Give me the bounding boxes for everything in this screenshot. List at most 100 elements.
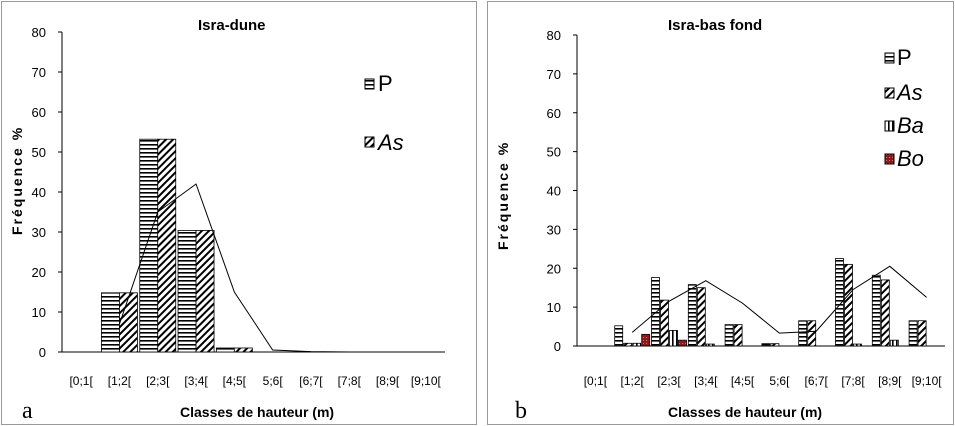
x-tick-label: [3;4[ [184,374,208,388]
x-tick-label: [1;2[ [621,374,645,388]
x-tick-label: [4;5[ [223,374,247,388]
bar-b-as-6 [807,320,817,347]
y-tick-label: 60 [547,106,561,121]
bar-b-p-2 [651,277,660,347]
y-tick-label: 30 [547,222,561,237]
x-tick-label: [2;3[ [657,374,681,388]
bar-b-as-5 [770,343,780,347]
panel-a-legend: P As [364,71,404,155]
bar-b-p-4 [724,324,734,347]
legend-b-swatch-bo [884,153,895,165]
bar-b-as-2 [660,299,669,347]
bar-b-p-8 [871,274,881,347]
bar-b-ba-8 [889,339,899,347]
y-tick-label: 80 [32,25,46,40]
panel-a-border [1,1,477,425]
bar-b-bo-2 [678,339,687,347]
bar-b-as-1 [623,342,633,347]
bar-b-p-9 [908,320,918,347]
panel-b-legend: P As Ba Bo [884,45,924,171]
legend-a-swatch-p [364,78,375,90]
y-tick-label: 10 [32,305,46,320]
x-tick-label: [4;5[ [731,374,755,388]
panel-a: Isra-dune 0 10 20 30 40 50 60 70 80 [0;1[ [1;2[ [2;… [1,1,477,425]
y-tick-label: 60 [32,105,46,120]
legend-a-label-p: P [378,71,393,96]
bar-b-p-6 [798,320,808,347]
x-tick-label: [9;10[ [912,374,943,388]
x-tick-label: [7;8[ [338,374,362,388]
bar-a-p-3 [177,229,197,353]
panel-a-letter: a [22,398,33,424]
legend-a-item-as: As [364,130,404,155]
y-tick-label: 40 [32,185,46,200]
bar-b-as-7 [844,263,853,347]
y-tick-label: 0 [554,339,561,354]
y-tick-label: 20 [32,265,46,280]
panel-b-title: Isra-bas fond [668,17,762,34]
panel-b-border [487,1,954,425]
x-tick-label: [1;2[ [108,374,132,388]
y-tick-label: 80 [547,28,561,43]
bar-a-as-1 [119,292,138,353]
x-tick-label: [8;9[ [878,374,902,388]
y-tick-label: 30 [32,225,46,240]
bar-a-p-2 [139,138,159,353]
y-tick-label: 10 [547,300,561,315]
bar-b-as-3 [696,287,706,347]
bar-b-bo-1 [641,333,651,347]
y-tick-label: 50 [547,145,561,160]
x-tick-label: [6;7[ [299,374,323,388]
bar-a-p-4 [215,347,235,353]
legend-b-label-p: P [897,45,912,70]
y-tick-label: 70 [547,67,561,82]
bar-a-p-1 [101,292,120,353]
panel-b-ylabel: Fréquence % [495,141,511,250]
bar-b-p-7 [835,258,844,347]
legend-a-item-p: P [364,71,393,96]
x-tick-label: [0;1[ [69,374,93,388]
legend-b-item-as: As [884,80,923,105]
x-tick-label: [8;9[ [376,374,400,388]
legend-b-item-bo: Bo [884,146,924,171]
x-tick-label: [6;7[ [805,374,829,388]
bar-a-as-4 [233,347,253,353]
legend-b-swatch-p [884,52,895,64]
bar-b-ba-1 [632,342,642,347]
y-tick-label: 20 [547,261,561,276]
legend-b-swatch-ba [884,120,895,132]
bar-b-ba-3 [705,343,715,347]
panel-a-plot: 0 10 20 30 40 50 60 70 80 [0;1[ [1;2[ [2;3[ [3;4[ [4;… [32,25,445,388]
legend-b-item-p: P [884,45,912,70]
bar-b-ba-2 [669,330,678,347]
legend-a-swatch-as [364,136,375,148]
x-tick-label: [2;3[ [146,374,170,388]
y-tick-label: 0 [39,345,46,360]
y-tick-label: 50 [32,145,46,160]
x-tick-label: [7;8[ [841,374,865,388]
panel-b-plot: 0 10 20 30 40 50 60 70 80 [0;1[ [1;2[ [2;3[ [3;4[ [4;… [547,28,945,388]
x-tick-label: [3;4[ [694,374,718,388]
panel-b-letter: b [515,398,527,424]
legend-b-label-bo: Bo [897,146,924,171]
x-tick-label: [0;1[ [584,374,608,388]
y-tick-label: 40 [547,184,561,199]
legend-b-label-ba: Ba [897,113,924,138]
bar-b-p-1 [614,325,624,347]
legend-b-item-ba: Ba [884,113,924,138]
x-tick-label: 5;6[ [263,374,284,388]
panel-b: Isra-bas fond 0 10 20 30 40 50 60 70 80 [0;1[ [1;2… [487,1,954,425]
panel-a-xlabel: Classes de hauteur (m) [180,404,334,420]
bar-b-as-8 [880,279,890,347]
panel-a-title: Isra-dune [198,17,266,34]
y-tick-label: 70 [32,65,46,80]
x-tick-label: [9;10[ [411,374,442,388]
trend-line-a [118,183,426,353]
bar-b-p-3 [687,284,697,347]
legend-b-swatch-as [884,87,895,99]
trend-line-b [631,265,927,334]
bar-a-as-2 [157,138,177,353]
bar-b-as-4 [733,324,743,347]
bar-b-as-9 [917,320,927,347]
